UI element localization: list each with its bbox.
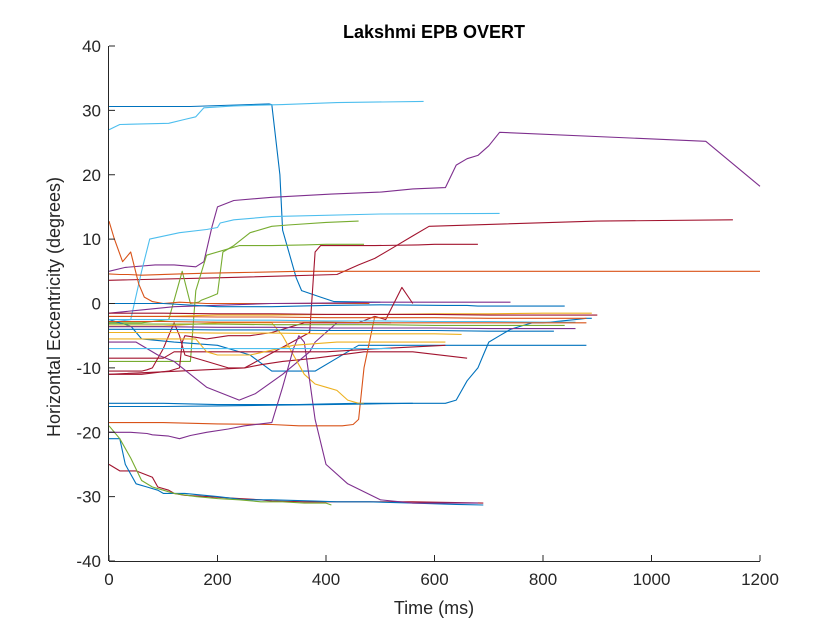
series-line-36 xyxy=(109,402,413,408)
series-line-2 xyxy=(108,100,424,131)
x-tick-label: 1200 xyxy=(741,570,779,589)
x-axis-label: Time (ms) xyxy=(394,598,474,618)
series-line-34 xyxy=(109,312,598,316)
series-line-8 xyxy=(108,220,370,305)
series-line-27 xyxy=(109,319,576,323)
y-tick-label: -20 xyxy=(76,423,101,442)
y-tick-label: -40 xyxy=(76,552,101,571)
series-line-3 xyxy=(108,131,761,272)
series-line-23 xyxy=(108,425,332,506)
y-axis-label: Horizontal Eccentricity (degrees) xyxy=(44,177,64,437)
series-line-22 xyxy=(109,438,484,506)
series-line-20 xyxy=(109,322,364,404)
series-line-7 xyxy=(108,270,760,276)
y-tick-label: 40 xyxy=(82,37,101,56)
y-tick-label: -10 xyxy=(76,359,101,378)
series-line-16 xyxy=(109,322,468,372)
series-line-18 xyxy=(109,322,392,401)
series-line-11 xyxy=(108,301,511,314)
series-line-25 xyxy=(109,344,446,359)
plot-lines xyxy=(108,100,761,506)
y-tick-label: 30 xyxy=(82,101,101,120)
series-line-4 xyxy=(108,219,733,281)
x-tick-label: 600 xyxy=(420,570,448,589)
y-tick-label: 10 xyxy=(82,230,101,249)
series-line-35 xyxy=(109,315,587,319)
y-tick-label: 0 xyxy=(92,295,101,314)
series-line-14 xyxy=(108,319,587,372)
series-line-28 xyxy=(109,320,587,324)
x-tick-label: 400 xyxy=(312,570,340,589)
y-tick-label: 20 xyxy=(82,166,101,185)
axes: 0 200 400 600 800 1000 1200 -40 -30 -20 -10 0 10 20 30… xyxy=(76,37,778,589)
series-line-1 xyxy=(109,103,381,303)
y-tick-label: -30 xyxy=(76,488,101,507)
x-tick-label: 0 xyxy=(104,570,113,589)
series-line-30 xyxy=(109,326,576,330)
series-line-26 xyxy=(109,338,446,356)
x-tick-label: 800 xyxy=(529,570,557,589)
series-line-12 xyxy=(109,302,565,308)
series-line-32 xyxy=(109,331,462,335)
series-line-31 xyxy=(109,328,554,332)
series-line-5 xyxy=(108,212,500,324)
series-line-29 xyxy=(109,323,565,326)
chart-title: Lakshmi EPB OVERT xyxy=(343,22,525,42)
x-tick-label: 200 xyxy=(203,570,231,589)
series-line-6 xyxy=(109,220,359,324)
x-tick-label: 1000 xyxy=(633,570,671,589)
series-line-19 xyxy=(109,316,376,427)
